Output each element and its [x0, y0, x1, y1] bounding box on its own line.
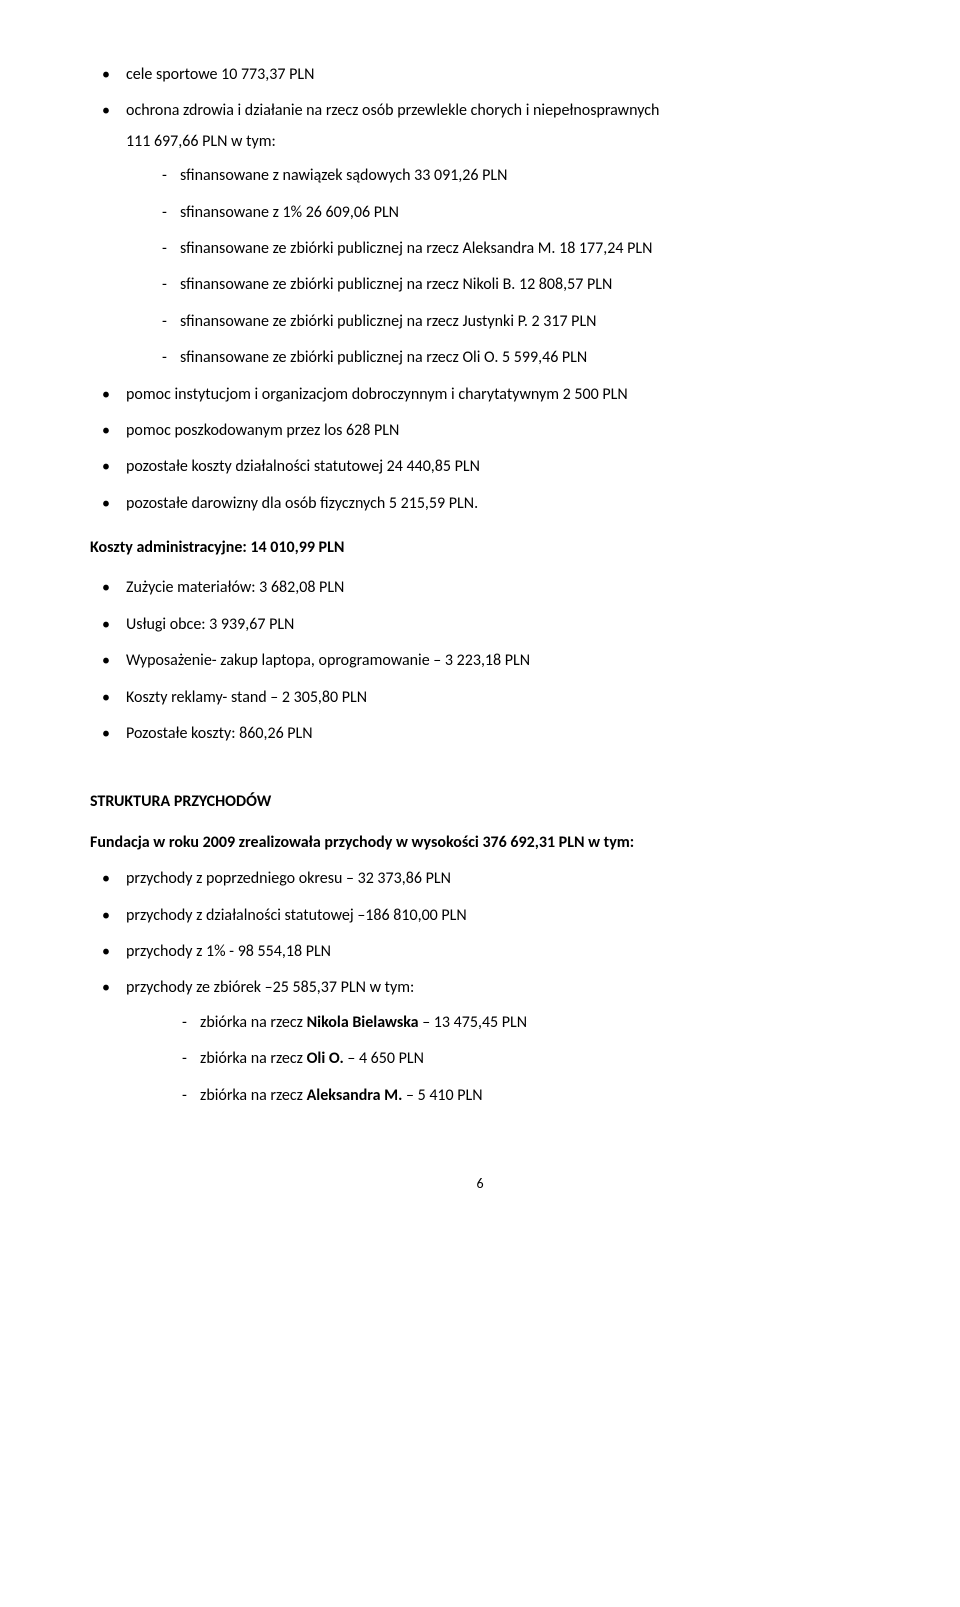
income-structure-heading: STRUKTURA PRZYCHODÓW [90, 787, 870, 817]
admin-costs-heading: Koszty administracyjne: 14 010,99 PLN [90, 533, 870, 563]
text: cele sportowe 10 773,37 PLN [126, 65, 314, 84]
text: ochrona zdrowia i działanie na rzecz osó… [126, 96, 870, 126]
text: przychody z poprzedniego okresu – 32 373… [126, 869, 451, 888]
list-item: przychody z działalności statutowej –186… [90, 901, 870, 931]
list-item: przychody z 1% - 98 554,18 PLN [90, 937, 870, 967]
text: sfinansowane ze zbiórki publicznej na rz… [180, 312, 597, 331]
spacer [90, 755, 870, 773]
list-item: zbiórka na rzecz Nikola Bielawska – 13 4… [182, 1008, 870, 1038]
top-bullet-list: cele sportowe 10 773,37 PLN ochrona zdro… [90, 60, 870, 519]
text: zbiórka na rzecz [200, 1049, 307, 1068]
list-item: pozostałe darowizny dla osób fizycznych … [90, 489, 870, 519]
text: zbiórka na rzecz [200, 1013, 307, 1032]
list-item: sfinansowane ze zbiórki publicznej na rz… [162, 343, 870, 373]
list-item: sfinansowane z nawiązek sądowych 33 091,… [162, 161, 870, 191]
name-bold: Aleksandra M. [307, 1086, 403, 1105]
list-item: ochrona zdrowia i działanie na rzecz osó… [90, 96, 870, 373]
list-item: sfinansowane ze zbiórki publicznej na rz… [162, 307, 870, 337]
list-item: pozostałe koszty działalności statutowej… [90, 452, 870, 482]
document-page: cele sportowe 10 773,37 PLN ochrona zdro… [0, 0, 960, 1238]
list-item: sfinansowane z 1% 26 609,06 PLN [162, 198, 870, 228]
list-item: Zużycie materiałów: 3 682,08 PLN [90, 573, 870, 603]
text: – 5 410 PLN [402, 1086, 482, 1105]
list-item: Usługi obce: 3 939,67 PLN [90, 610, 870, 640]
text: zbiórka na rzecz [200, 1086, 307, 1105]
list-item: przychody z poprzedniego okresu – 32 373… [90, 864, 870, 894]
text: pozostałe koszty działalności statutowej… [126, 457, 480, 476]
text: pozostałe darowizny dla osób fizycznych … [126, 494, 478, 513]
page-number: 6 [90, 1171, 870, 1198]
text: 111 697,66 PLN w tym: [126, 127, 870, 157]
text: – 13 475,45 PLN [419, 1013, 528, 1032]
nested-dash-list: sfinansowane z nawiązek sądowych 33 091,… [126, 161, 870, 373]
text: Pozostałe koszty: 860,26 PLN [126, 724, 313, 743]
text: przychody z 1% - 98 554,18 PLN [126, 942, 331, 961]
admin-costs-list: Zużycie materiałów: 3 682,08 PLN Usługi … [90, 573, 870, 749]
income-list: przychody z poprzedniego okresu – 32 373… [90, 864, 870, 1111]
text: Zużycie materiałów: 3 682,08 PLN [126, 578, 344, 597]
text: pomoc instytucjom i organizacjom dobrocz… [126, 385, 628, 404]
list-item: Koszty reklamy- stand – 2 305,80 PLN [90, 683, 870, 713]
text: sfinansowane z 1% 26 609,06 PLN [180, 203, 399, 222]
list-item: pomoc poszkodowanym przez los 628 PLN [90, 416, 870, 446]
name-bold: Nikola Bielawska [307, 1013, 419, 1032]
list-item: sfinansowane ze zbiórki publicznej na rz… [162, 234, 870, 264]
text: Usługi obce: 3 939,67 PLN [126, 615, 294, 634]
list-item: przychody ze zbiórek –25 585,37 PLN w ty… [90, 973, 870, 1111]
income-intro: Fundacja w roku 2009 zrealizowała przych… [90, 828, 870, 858]
text: sfinansowane ze zbiórki publicznej na rz… [180, 239, 652, 258]
list-item: sfinansowane ze zbiórki publicznej na rz… [162, 270, 870, 300]
text: Koszty reklamy- stand – 2 305,80 PLN [126, 688, 367, 707]
list-item: Wyposażenie- zakup laptopa, oprogramowan… [90, 646, 870, 676]
text: sfinansowane z nawiązek sądowych 33 091,… [180, 166, 507, 185]
list-item: Pozostałe koszty: 860,26 PLN [90, 719, 870, 749]
text: przychody z działalności statutowej –186… [126, 906, 467, 925]
collection-sub-list: zbiórka na rzecz Nikola Bielawska – 13 4… [126, 1008, 870, 1111]
list-item: pomoc instytucjom i organizacjom dobrocz… [90, 380, 870, 410]
text: przychody ze zbiórek –25 585,37 PLN w ty… [126, 978, 414, 997]
list-item: cele sportowe 10 773,37 PLN [90, 60, 870, 90]
text: sfinansowane ze zbiórki publicznej na rz… [180, 275, 612, 294]
text: pomoc poszkodowanym przez los 628 PLN [126, 421, 399, 440]
text: sfinansowane ze zbiórki publicznej na rz… [180, 348, 587, 367]
list-item: zbiórka na rzecz Aleksandra M. – 5 410 P… [182, 1081, 870, 1111]
text: Wyposażenie- zakup laptopa, oprogramowan… [126, 651, 530, 670]
text: – 4 650 PLN [344, 1049, 424, 1068]
name-bold: Oli O. [307, 1049, 344, 1068]
list-item: zbiórka na rzecz Oli O. – 4 650 PLN [182, 1044, 870, 1074]
